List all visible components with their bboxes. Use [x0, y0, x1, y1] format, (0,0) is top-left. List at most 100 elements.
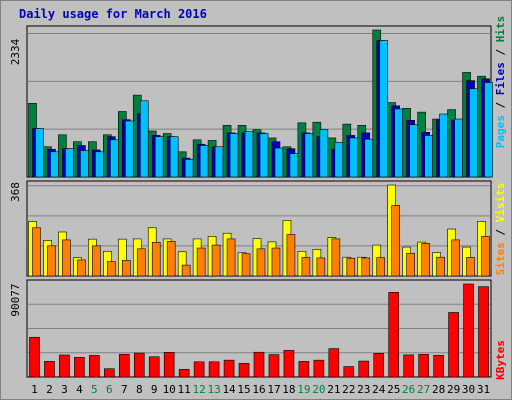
bar-sites-day-15 [241, 253, 251, 277]
bar-pages-day-18 [289, 153, 299, 178]
bar-sites-day-6 [107, 261, 116, 277]
bar-pages-day-19 [304, 133, 314, 178]
bar-kbytes-day-30 [463, 283, 474, 378]
bar-sites-day-31 [481, 236, 490, 277]
bar-kbytes-day-4 [74, 357, 85, 378]
bar-pages-day-8 [139, 100, 149, 178]
legend-visits: Visits [494, 183, 507, 223]
bar-kbytes-day-22 [343, 366, 355, 378]
bar-pages-day-24 [379, 40, 389, 178]
bar-kbytes-day-31 [478, 286, 489, 378]
x-tick-label-day-3: 3 [61, 383, 68, 396]
bar-pages-day-1 [35, 128, 44, 178]
bar-pages-day-5 [95, 151, 104, 178]
x-tick-label-day-17: 17 [267, 383, 280, 396]
bar-kbytes-day-12 [193, 361, 205, 378]
bar-kbytes-day-25 [388, 292, 400, 378]
bar-pages-day-16 [259, 133, 269, 178]
bar-kbytes-day-13 [208, 361, 220, 378]
x-tick-label-day-13: 13 [207, 383, 220, 396]
x-tick-label-day-23: 23 [357, 383, 370, 396]
x-tick-label-day-20: 20 [312, 383, 325, 396]
bar-kbytes-day-29 [448, 312, 459, 378]
legend-hits: Hits [494, 16, 507, 43]
x-tick-label-day-14: 14 [222, 383, 236, 396]
bar-pages-day-26 [409, 124, 418, 178]
bar-kbytes-day-26 [403, 354, 414, 378]
bar-kbytes-day-14 [223, 359, 235, 378]
panel-3-ymax-label: 90077 [9, 283, 22, 316]
bar-sites-day-28 [436, 256, 445, 277]
bar-sites-day-12 [196, 247, 206, 277]
x-tick-label-day-28: 28 [432, 383, 445, 396]
bar-kbytes-day-8 [133, 352, 145, 378]
x-tick-label-day-10: 10 [163, 383, 176, 396]
bar-sites-day-19 [301, 257, 311, 277]
bar-sites-day-3 [62, 239, 71, 277]
legend-files: Files [494, 62, 507, 95]
bar-kbytes-day-15 [238, 363, 250, 378]
x-tick-label-day-11: 11 [178, 383, 191, 396]
x-tick-label-day-21: 21 [327, 383, 340, 396]
bar-kbytes-day-27 [418, 353, 429, 378]
bar-pages-day-21 [334, 142, 344, 178]
bar-sites-day-30 [466, 257, 475, 277]
bar-sites-day-25 [391, 205, 401, 277]
bar-pages-day-7 [124, 120, 134, 178]
x-tick-label-day-2: 2 [46, 383, 53, 396]
x-tick-label-day-27: 27 [417, 383, 430, 396]
bar-kbytes-day-17 [268, 354, 280, 378]
bar-sites-day-9 [151, 242, 161, 277]
legend-separator: / [494, 42, 507, 62]
bar-sites-day-2 [47, 245, 56, 277]
bar-kbytes-day-9 [148, 356, 160, 378]
legend-kbytes: KBytes [494, 340, 507, 380]
bar-pages-day-28 [439, 113, 448, 178]
x-tick-label-day-31: 31 [477, 383, 490, 396]
bar-sites-day-23 [361, 257, 371, 277]
bar-sites-day-26 [406, 252, 415, 277]
bar-pages-day-17 [274, 147, 284, 178]
bar-sites-day-11 [181, 264, 191, 277]
bar-sites-day-29 [451, 239, 460, 277]
bar-kbytes-day-16 [253, 351, 265, 378]
bar-sites-day-10 [166, 241, 176, 277]
bar-pages-day-15 [244, 131, 254, 178]
x-tick-label-day-29: 29 [447, 383, 460, 396]
bar-sites-day-27 [421, 243, 430, 277]
bar-kbytes-day-5 [89, 355, 100, 378]
bar-kbytes-day-20 [313, 359, 325, 378]
panel-2-legend: Sites / Visits [494, 183, 507, 276]
bar-kbytes-day-28 [433, 355, 444, 378]
bar-sites-day-4 [77, 259, 86, 277]
bar-sites-day-21 [331, 238, 341, 277]
bar-sites-day-13 [211, 244, 221, 277]
bar-kbytes-day-11 [178, 369, 190, 378]
x-tick-label-day-4: 4 [76, 383, 83, 396]
panel-2-ymax-label: 368 [9, 182, 22, 202]
bar-sites-day-17 [271, 247, 281, 277]
bar-pages-day-25 [394, 108, 404, 178]
bar-sites-day-16 [256, 248, 266, 277]
x-tick-label-day-30: 30 [462, 383, 475, 396]
bar-kbytes-day-2 [44, 361, 55, 378]
bar-pages-day-20 [319, 129, 329, 178]
chart-title: Daily usage for March 2016 [19, 7, 207, 21]
x-tick-label-day-16: 16 [252, 383, 265, 396]
bar-kbytes-day-10 [163, 352, 175, 378]
bar-pages-day-27 [424, 135, 433, 178]
x-tick-label-day-26: 26 [402, 383, 415, 396]
x-tick-label-day-18: 18 [282, 383, 295, 396]
x-tick-label-day-6: 6 [106, 383, 113, 396]
x-tick-label-day-25: 25 [387, 383, 400, 396]
bar-pages-day-31 [484, 82, 493, 178]
panel-3-legend: KBytes [494, 340, 507, 380]
legend-separator: / [494, 222, 507, 242]
bar-pages-day-30 [469, 88, 478, 178]
bar-sites-day-8 [136, 248, 146, 277]
x-tick-label-day-5: 5 [91, 383, 98, 396]
bar-kbytes-day-7 [118, 353, 130, 378]
bar-pages-day-14 [229, 133, 239, 178]
bar-sites-day-7 [121, 260, 131, 277]
